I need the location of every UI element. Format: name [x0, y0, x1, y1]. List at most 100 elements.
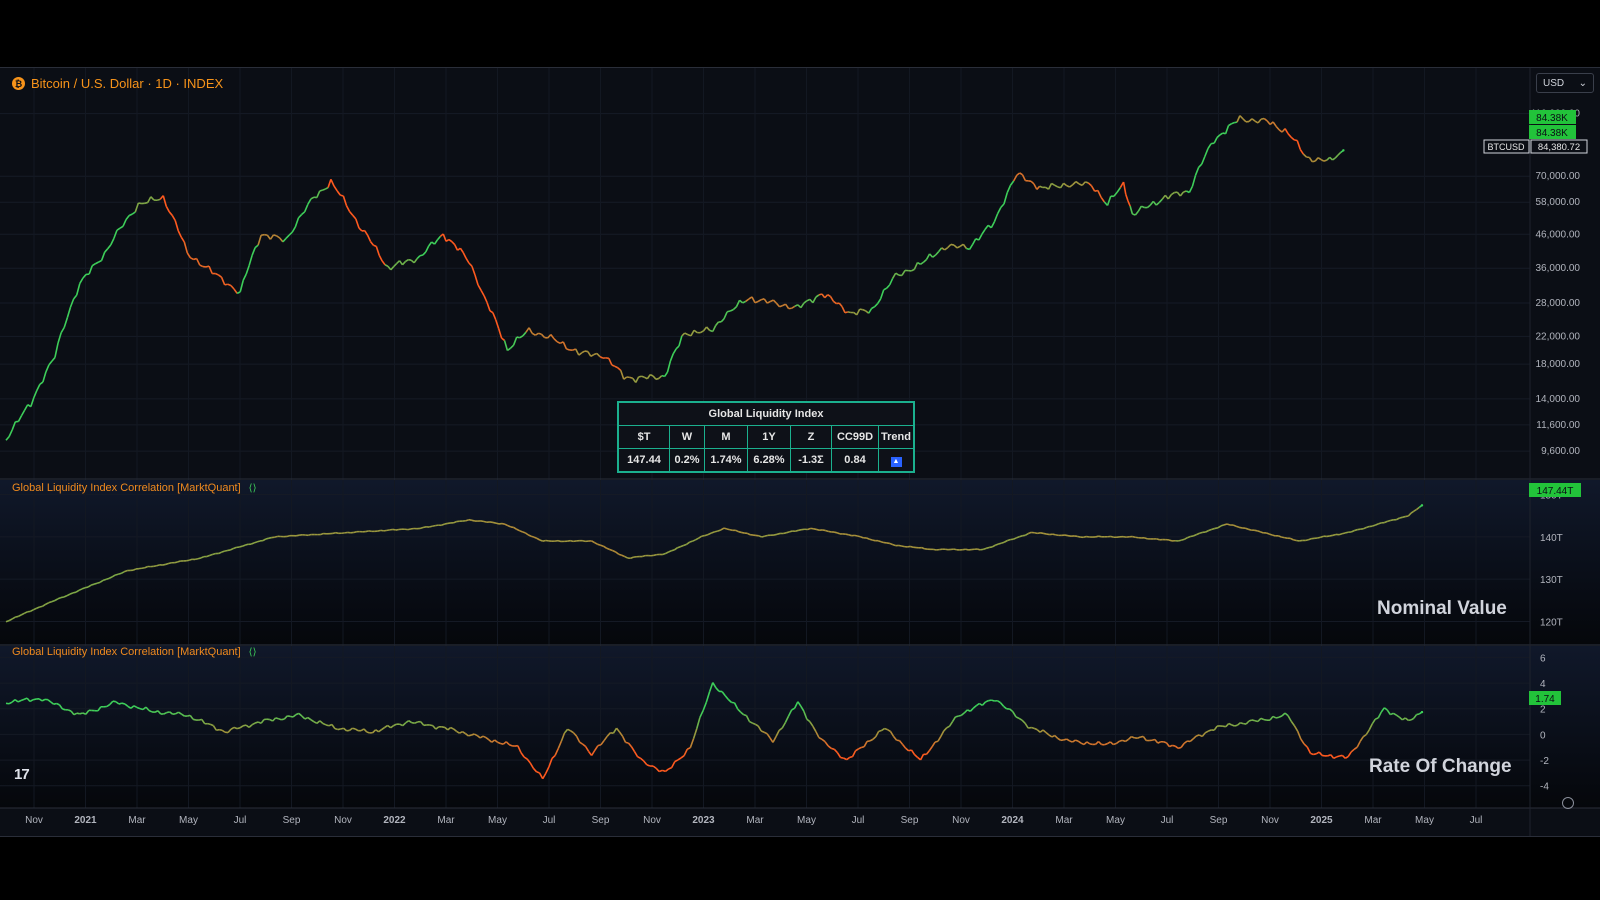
- series-segment: [188, 558, 193, 562]
- x-tick-label: Sep: [592, 815, 610, 826]
- series-segment: [1186, 535, 1191, 539]
- series-segment: [895, 272, 900, 276]
- series-segment: [920, 261, 925, 265]
- series-segment: [50, 701, 55, 705]
- series-segment: [168, 211, 173, 216]
- series-segment: [609, 548, 614, 552]
- series-segment: [26, 697, 31, 703]
- series-segment: [162, 195, 168, 207]
- x-tick-label: 2025: [1310, 815, 1333, 826]
- symbol-header[interactable]: ₿ Bitcoin / U.S. Dollar · 1D · INDEX: [12, 76, 223, 91]
- series-segment: [227, 549, 231, 552]
- roc-tick-label: 4: [1540, 679, 1546, 690]
- series-segment: [99, 579, 104, 584]
- series-segment: [1087, 182, 1093, 187]
- series-segment: [692, 539, 696, 542]
- series-segment: [447, 726, 452, 731]
- series-segment: [838, 302, 843, 308]
- series-segment: [364, 230, 369, 236]
- series-segment: [803, 710, 808, 720]
- series-segment: [1224, 125, 1230, 134]
- series-segment: [1287, 715, 1292, 722]
- series-segment: [655, 377, 660, 381]
- series-segment: [319, 720, 324, 725]
- series-segment: [1207, 729, 1212, 732]
- series-segment: [414, 721, 419, 724]
- series-segment: [1132, 213, 1136, 216]
- series-segment: [239, 725, 244, 729]
- series-segment: [1320, 158, 1325, 162]
- series-segment: [836, 752, 842, 759]
- series-segment: [807, 527, 811, 531]
- series-segment: [1268, 533, 1273, 536]
- series-segment: [1368, 723, 1373, 731]
- series-segment: [230, 726, 235, 730]
- series-segment: [36, 383, 41, 391]
- gear-icon[interactable]: [1562, 797, 1574, 809]
- series-segment: [56, 702, 60, 706]
- series-segment: [637, 756, 641, 760]
- series-segment: [991, 699, 995, 702]
- series-segment: [471, 733, 475, 736]
- series-segment: [1019, 172, 1024, 176]
- series-segment: [923, 258, 928, 263]
- nominal-pane-label[interactable]: Global Liquidity Index Correlation [Mark…: [12, 482, 256, 494]
- series-segment: [1028, 531, 1032, 535]
- x-tick-label: Jul: [852, 815, 865, 826]
- series-segment: [806, 718, 811, 723]
- series-segment: [919, 753, 925, 761]
- series-segment: [153, 564, 157, 568]
- series-segment: [556, 340, 561, 345]
- series-segment: [41, 698, 46, 702]
- series-segment: [1245, 720, 1250, 725]
- series-segment: [1359, 736, 1364, 742]
- series-segment: [407, 528, 412, 531]
- roc-pane-label[interactable]: Global Liquidity Index Correlation [Mark…: [12, 646, 256, 658]
- currency-select[interactable]: USD ⌄: [1536, 73, 1594, 93]
- series-segment: [251, 722, 256, 726]
- series-segment: [1127, 200, 1131, 207]
- series-segment: [1251, 118, 1256, 122]
- series-segment: [1006, 185, 1012, 194]
- series-segment: [573, 732, 578, 737]
- indicator-source-icon[interactable]: ⟨⟩: [248, 482, 257, 494]
- series-segment: [383, 529, 388, 532]
- bitcoin-icon: ₿: [12, 77, 25, 90]
- series-segment: [134, 202, 140, 213]
- series-segment: [17, 614, 22, 618]
- series-segment: [1334, 154, 1339, 159]
- series-segment: [953, 548, 957, 551]
- series-segment: [1075, 180, 1080, 185]
- series-segment: [162, 563, 166, 566]
- series-segment: [689, 540, 693, 543]
- series-segment: [1144, 537, 1148, 540]
- series-segment: [495, 522, 500, 525]
- series-segment: [245, 543, 249, 546]
- series-segment: [729, 308, 734, 312]
- indicator-source-icon[interactable]: ⟨⟩: [248, 646, 257, 658]
- series-segment: [479, 735, 484, 739]
- series-segment: [908, 749, 912, 752]
- series-segment: [1059, 182, 1065, 189]
- series-segment: [975, 702, 980, 707]
- series-segment: [1371, 718, 1376, 725]
- series-segment: [1260, 117, 1265, 120]
- series-segment: [1219, 132, 1224, 136]
- series-segment: [879, 289, 885, 300]
- series-segment: [1151, 738, 1156, 742]
- series-segment: [1365, 525, 1370, 529]
- series-segment: [1220, 524, 1225, 527]
- series-segment: [872, 736, 877, 740]
- series-segment: [946, 725, 950, 729]
- series-segment: [67, 709, 72, 712]
- series-segment: [316, 190, 321, 198]
- series-segment: [186, 252, 192, 259]
- series-segment: [878, 729, 882, 733]
- series-segment: [901, 743, 907, 749]
- tradingview-logo[interactable]: 17: [14, 766, 30, 783]
- series-segment: [829, 296, 835, 302]
- series-segment: [1127, 736, 1132, 741]
- series-segment: [456, 730, 460, 734]
- series-segment: [1072, 181, 1077, 186]
- series-segment: [856, 308, 861, 316]
